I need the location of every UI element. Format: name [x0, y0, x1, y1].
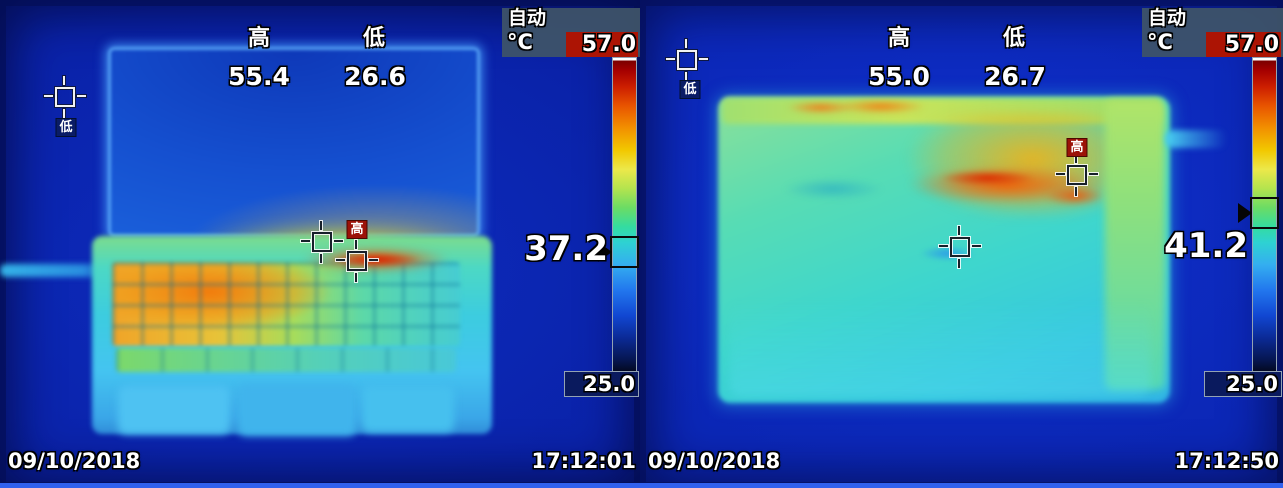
scale-max-value: 57.0: [581, 32, 636, 57]
center-temperature-readout: 37.2: [524, 229, 608, 269]
scale-marker-arrow-icon: [1238, 203, 1252, 223]
cold-spot-tag: 低: [680, 81, 700, 98]
scale-max-box: 57.0: [566, 32, 638, 57]
vent-hotspot: [836, 99, 926, 114]
hot-spot-crosshair-icon: [336, 240, 378, 282]
scale-marker-arrow-icon: [598, 242, 612, 262]
scale-marker-box: [610, 236, 639, 268]
heatpipe-hotspot-tail: [1045, 186, 1105, 206]
unit-label: °C: [1147, 30, 1173, 54]
scale-max-box: 57.0: [1206, 32, 1281, 57]
date-stamp: 09/10/2018: [8, 449, 141, 473]
cold-spot-crosshair-icon: [44, 76, 86, 118]
bottom-cool-zone: [730, 300, 1150, 396]
unit-label: °C: [507, 30, 533, 54]
time-stamp: 17:12:50: [1174, 449, 1279, 473]
scale-max-value: 57.0: [1224, 32, 1279, 57]
heatpipe-hotspot-core: [940, 170, 1035, 186]
cold-patch: [920, 246, 975, 261]
keyboard-bottom-row: [116, 348, 456, 372]
keyboard-keys-region: [112, 262, 460, 346]
low-label: 低: [362, 26, 386, 51]
high-value: 55.0: [868, 62, 930, 91]
hot-spot-crosshair-icon: [1056, 154, 1098, 196]
cold-spot-tag: 低: [56, 119, 76, 136]
center-temperature-readout: 41.2: [1164, 226, 1248, 266]
low-value: 26.7: [984, 62, 1046, 91]
temperature-color-scale: [612, 57, 637, 377]
right-warm-strip: [1105, 100, 1165, 390]
wrist-rest-right: [362, 386, 454, 432]
bottom-edge-strip: [0, 483, 1283, 488]
center-spot-crosshair-icon: [939, 226, 981, 268]
hot-spot-tag: 高: [347, 221, 367, 238]
thermal-scene: [640, 0, 1283, 488]
time-stamp: 17:12:01: [531, 449, 636, 473]
high-label: 高: [247, 26, 271, 51]
cable-heat-streak: [0, 264, 118, 277]
laptop-screen-region: [108, 47, 480, 237]
scale-min-value: 25.0: [583, 372, 635, 396]
cool-streak: [783, 178, 883, 200]
auto-mode-label: 自动: [1148, 7, 1187, 29]
date-stamp: 09/10/2018: [648, 449, 781, 473]
wrist-rest-left: [118, 386, 230, 434]
low-value: 26.6: [344, 62, 406, 91]
touchpad-region: [238, 384, 356, 436]
low-label: 低: [1002, 26, 1026, 51]
thermal-frame-laptop-front: 高 低 55.4 26.6 自动 °C 57.0 37.2 25.0 低 高 0…: [0, 0, 640, 488]
hot-spot-tag: 高: [1067, 139, 1087, 156]
scale-min-box: 25.0: [1204, 371, 1282, 397]
scale-min-box: 25.0: [564, 371, 639, 397]
cold-spot-crosshair-icon: [666, 39, 708, 81]
side-port-protrusion: [1165, 130, 1227, 148]
center-spot-crosshair-icon: [301, 221, 343, 263]
high-label: 高: [887, 26, 911, 51]
auto-mode-label: 自动: [508, 7, 547, 29]
scale-min-value: 25.0: [1226, 372, 1278, 396]
scale-marker-box: [1250, 197, 1279, 229]
temperature-color-scale: [1252, 57, 1277, 377]
high-value: 55.4: [228, 62, 290, 91]
thermal-frame-laptop-bottom: 高 低 55.0 26.7 自动 °C 57.0 41.2 25.0 低 高 0…: [640, 0, 1283, 488]
